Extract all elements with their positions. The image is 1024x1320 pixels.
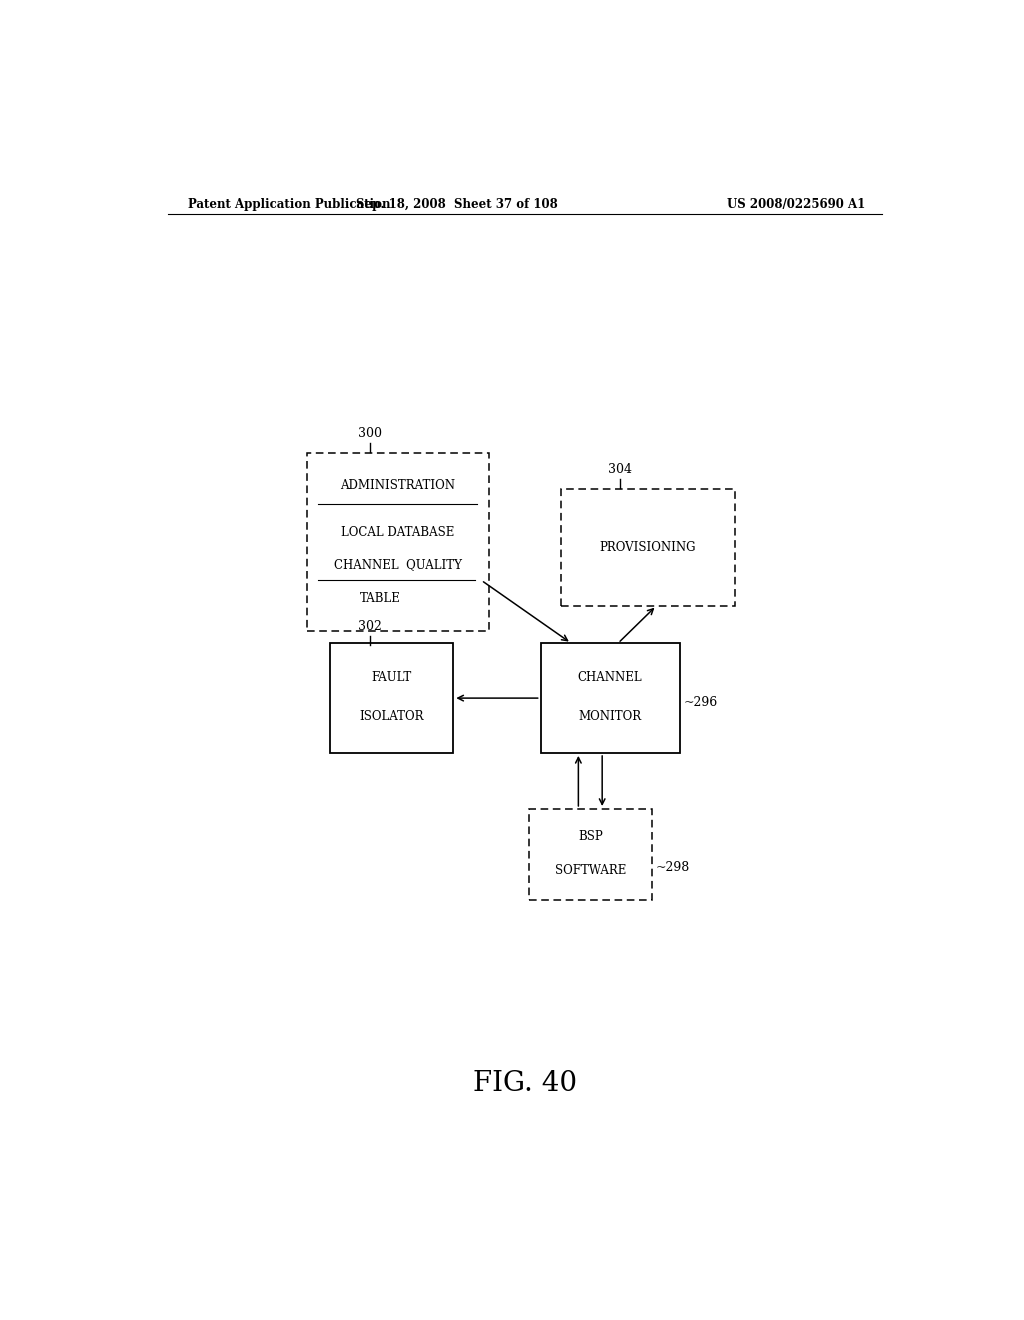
Text: 300: 300	[358, 426, 382, 440]
Text: Patent Application Publication: Patent Application Publication	[187, 198, 390, 211]
Text: ISOLATOR: ISOLATOR	[359, 710, 424, 723]
Text: ~298: ~298	[655, 862, 690, 874]
Text: FAULT: FAULT	[372, 672, 412, 684]
Text: LOCAL DATABASE: LOCAL DATABASE	[341, 525, 455, 539]
Text: CHANNEL  QUALITY: CHANNEL QUALITY	[334, 558, 462, 572]
Text: Sep. 18, 2008  Sheet 37 of 108: Sep. 18, 2008 Sheet 37 of 108	[356, 198, 558, 211]
Text: 302: 302	[358, 620, 382, 634]
Text: PROVISIONING: PROVISIONING	[600, 541, 696, 553]
Bar	[560, 488, 735, 606]
Text: ADMINISTRATION: ADMINISTRATION	[340, 479, 456, 492]
Bar	[306, 453, 489, 631]
Text: MONITOR: MONITOR	[579, 710, 642, 723]
Bar	[528, 809, 652, 900]
Text: TABLE: TABLE	[359, 591, 400, 605]
Text: 304: 304	[608, 462, 632, 475]
Bar	[541, 643, 680, 752]
Text: CHANNEL: CHANNEL	[578, 672, 642, 684]
Text: SOFTWARE: SOFTWARE	[555, 865, 626, 878]
Text: ~296: ~296	[684, 696, 718, 709]
Text: BSP: BSP	[578, 830, 603, 843]
Text: FIG. 40: FIG. 40	[473, 1069, 577, 1097]
Bar	[331, 643, 454, 752]
Text: US 2008/0225690 A1: US 2008/0225690 A1	[727, 198, 865, 211]
